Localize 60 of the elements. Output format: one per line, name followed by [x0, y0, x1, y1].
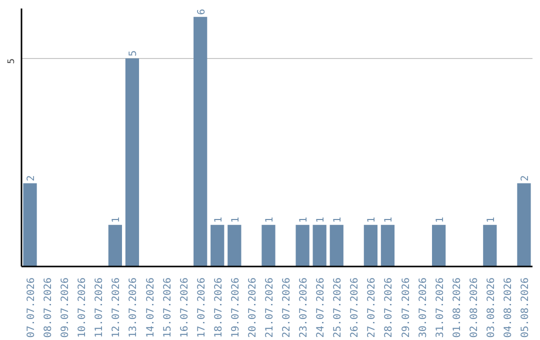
x-tick-label: 18.07.2026	[213, 277, 224, 338]
x-tick-label: 17.07.2026	[196, 277, 208, 338]
x-tick-label: 29.07.2026	[400, 277, 412, 338]
data-label: 6	[196, 8, 208, 15]
data-label: 1	[298, 216, 310, 223]
x-tick-label: 14.07.2026	[145, 277, 156, 338]
bar	[228, 224, 242, 266]
x-tick-label: 12.07.2026	[111, 277, 122, 338]
x-tick-label: 31.07.2026	[434, 277, 446, 338]
data-label: 1	[486, 216, 497, 223]
x-tick-label: 15.07.2026	[162, 277, 174, 338]
x-tick-label: 19.07.2026	[230, 277, 242, 338]
x-tick-label: 04.08.2026	[502, 277, 514, 338]
x-tick-label: 20.07.2026	[247, 277, 258, 338]
x-tick-label: 26.07.2026	[350, 277, 361, 338]
data-label: 1	[366, 216, 378, 223]
bar	[108, 224, 122, 266]
x-tick-label: 03.08.2026	[486, 277, 497, 338]
data-label: 5	[128, 50, 140, 56]
bar	[432, 224, 446, 266]
data-label: 1	[230, 216, 242, 223]
x-tick-label: 02.08.2026	[468, 277, 480, 338]
bar	[194, 16, 208, 266]
data-label: 1	[384, 216, 395, 223]
x-tick-label: 05.08.2026	[520, 277, 531, 338]
bar	[483, 224, 497, 266]
x-tick-label: 30.07.2026	[418, 277, 429, 338]
x-tick-label: 23.07.2026	[298, 277, 310, 338]
bar	[23, 183, 37, 266]
x-tick-label: 08.07.2026	[43, 277, 54, 338]
x-tick-label: 01.08.2026	[452, 277, 463, 338]
x-tick-label: 13.07.2026	[128, 277, 140, 338]
x-tick-label: 07.07.2026	[26, 277, 38, 338]
bar	[296, 224, 310, 266]
x-tick-label: 24.07.2026	[316, 277, 327, 338]
bar	[517, 183, 531, 266]
data-label: 1	[213, 216, 224, 223]
x-tick-label: 27.07.2026	[366, 277, 378, 338]
data-label: 1	[264, 216, 276, 223]
data-label: 1	[434, 216, 446, 223]
bar	[364, 224, 378, 266]
x-tick-label: 21.07.2026	[264, 277, 276, 338]
data-label: 2	[26, 175, 38, 182]
bar	[312, 224, 326, 266]
x-tick-label: 22.07.2026	[282, 277, 293, 338]
data-label: 1	[111, 216, 122, 223]
x-tick-label: 09.07.2026	[60, 277, 72, 338]
x-tick-label: 10.07.2026	[77, 277, 88, 338]
bar	[125, 58, 140, 266]
data-label: 2	[520, 175, 531, 182]
bar	[262, 224, 276, 266]
bar	[380, 224, 395, 266]
x-tick-label: 25.07.2026	[332, 277, 344, 338]
data-label: 1	[316, 216, 327, 223]
data-label: 1	[332, 216, 344, 223]
x-tick-label: 11.07.2026	[94, 277, 106, 338]
x-tick-label: 28.07.2026	[384, 277, 395, 338]
bar	[330, 224, 344, 266]
bar	[210, 224, 224, 266]
x-tick-label: 16.07.2026	[179, 277, 190, 338]
